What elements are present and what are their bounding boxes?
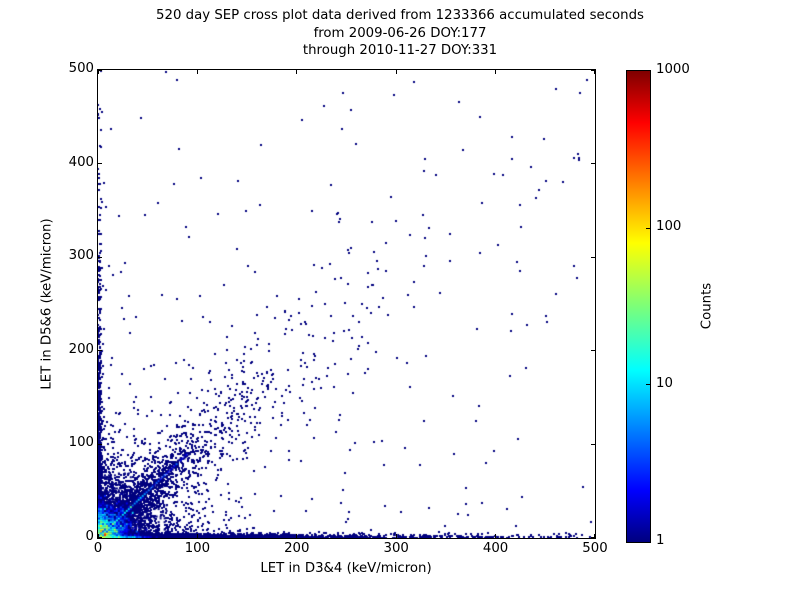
tick-mark xyxy=(591,537,595,538)
tick-mark xyxy=(98,350,102,351)
tick-mark xyxy=(594,534,595,538)
colorbar xyxy=(626,70,651,543)
tick-mark xyxy=(591,350,595,351)
colorbar-label: Counts xyxy=(699,282,715,330)
x-axis-tick-label: 500 xyxy=(582,541,608,556)
colorbar-tick-label: 1 xyxy=(656,533,665,548)
y-axis-tick-label: 400 xyxy=(68,154,94,170)
tick-mark xyxy=(495,534,496,538)
y-axis-tick-label: 500 xyxy=(68,61,94,76)
tick-mark xyxy=(98,537,102,538)
y-axis-tick-label: 300 xyxy=(68,248,94,264)
y-axis-label: LET in D5&6 (keV/micron) xyxy=(39,218,55,390)
tick-mark xyxy=(591,257,595,258)
tick-mark xyxy=(197,534,198,538)
tick-mark xyxy=(197,70,198,74)
chart-title-line-2: from 2009-06-26 DOY:177 xyxy=(313,25,487,41)
x-axis-tick-label: 200 xyxy=(284,541,310,556)
tick-mark xyxy=(396,534,397,538)
x-axis-label: LET in D3&4 (keV/micron) xyxy=(260,561,432,576)
tick-mark xyxy=(594,70,595,74)
plot-area xyxy=(97,69,596,539)
tick-mark xyxy=(98,70,99,74)
tick-mark xyxy=(591,444,595,445)
x-axis-tick-label: 300 xyxy=(383,541,409,556)
tick-mark xyxy=(98,444,102,445)
tick-mark xyxy=(396,70,397,74)
y-axis-tick-label: 0 xyxy=(85,529,94,544)
tick-mark xyxy=(98,257,102,258)
y-axis-tick-label: 100 xyxy=(68,435,94,451)
tick-mark xyxy=(98,70,102,71)
tick-mark xyxy=(98,163,102,164)
tick-mark xyxy=(296,534,297,538)
tick-mark xyxy=(296,70,297,74)
colorbar-tick-label: 10 xyxy=(656,376,673,391)
scatter-canvas xyxy=(98,70,595,538)
colorbar-tick-label: 100 xyxy=(656,219,682,234)
chart-title-line-3: through 2010-11-27 DOY:331 xyxy=(302,43,498,58)
chart-title-line-1: 520 day SEP cross plot data derived from… xyxy=(156,8,644,23)
tick-mark xyxy=(646,384,650,385)
x-axis-tick-label: 0 xyxy=(93,541,103,556)
tick-mark xyxy=(646,228,650,229)
chart-title: 520 day SEP cross plot data derived from… xyxy=(0,7,800,60)
tick-mark xyxy=(98,534,99,538)
tick-mark xyxy=(591,70,595,71)
x-axis-tick-label: 100 xyxy=(184,541,211,556)
colorbar-tick-label: 1000 xyxy=(656,62,690,77)
x-axis-tick-label: 400 xyxy=(482,541,509,556)
colorbar-gradient xyxy=(627,71,650,542)
tick-mark xyxy=(495,70,496,74)
tick-mark xyxy=(591,163,595,164)
y-axis-tick-label: 200 xyxy=(68,341,94,357)
